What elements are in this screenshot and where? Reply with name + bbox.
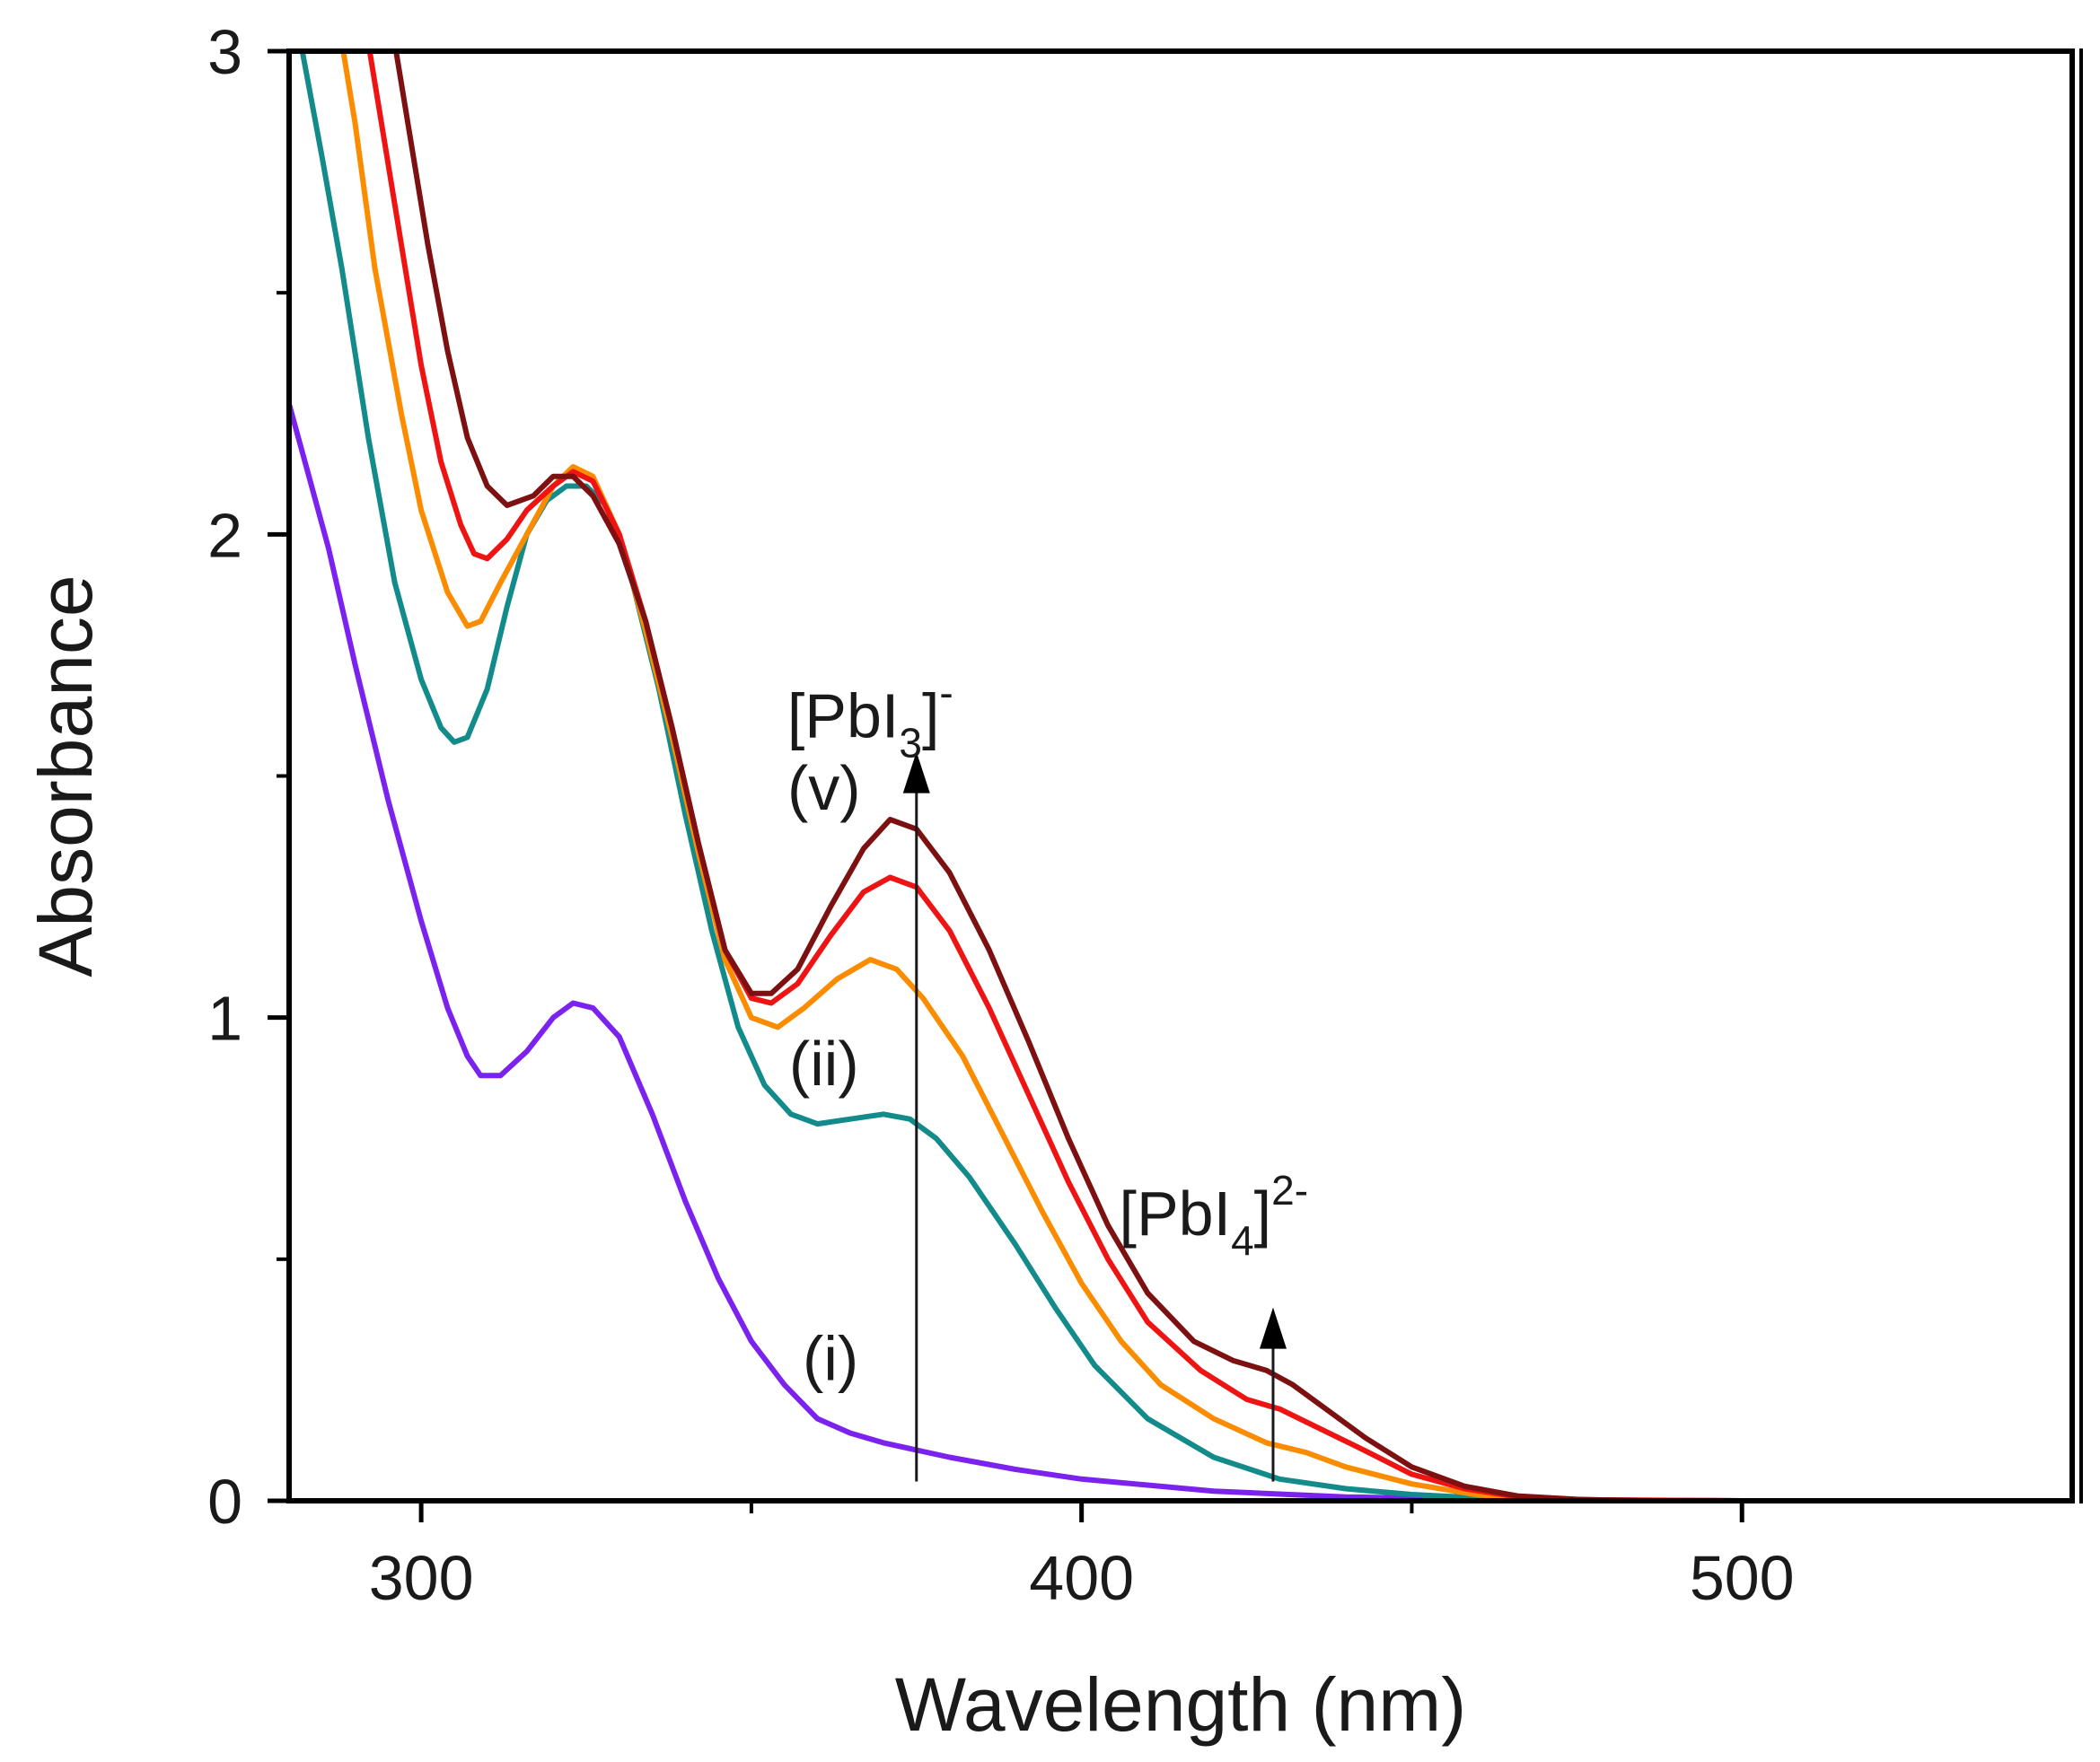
pbi3-label-subscript: 3 — [899, 719, 922, 766]
arrow-pbi4-head — [1259, 1307, 1287, 1349]
x-tick-label: 300 — [369, 1543, 474, 1613]
series-line-1 — [289, 401, 2072, 1501]
y-tick-label: 3 — [207, 17, 242, 87]
arrow-pbi3-head — [902, 751, 930, 793]
x-tick-label: 500 — [1690, 1543, 1795, 1613]
plot-border — [286, 48, 2075, 1503]
pbi4-label-superscript: 2- — [1271, 1167, 1308, 1214]
x-tick-label: 400 — [1029, 1543, 1134, 1613]
label-v: (v) — [787, 753, 861, 823]
axes-frame — [286, 48, 2083, 1503]
arrows-group — [902, 751, 1287, 1482]
ticks-group: 300 400 500 0 1 2 3 — [207, 17, 1795, 1613]
series-line-3 — [340, 51, 2072, 1501]
y-tick-label: 0 — [207, 1467, 242, 1537]
series-line-4 — [366, 51, 2072, 1501]
pbi4-label-subscript: 4 — [1231, 1217, 1254, 1264]
pbi4-label: [PbI4]2- — [1120, 1167, 1308, 1264]
pbi3-label-base: [PbI — [787, 680, 900, 750]
y-tick-label: 2 — [207, 500, 242, 570]
pbi3-label-bracket: ] — [922, 680, 939, 750]
series-line-5 — [393, 51, 2072, 1501]
x-axis-title: Wavelength (nm) — [895, 1662, 1466, 1747]
y-tick-label: 1 — [207, 984, 242, 1054]
annotations-group: [PbI3]-[PbI4]2-(v)(ii)(i) — [787, 669, 1308, 1393]
label-i: (i) — [803, 1323, 858, 1393]
series-line-2 — [299, 51, 2072, 1501]
pbi3-label-superscript: - — [939, 669, 953, 715]
y-axis-title: Absorbance — [23, 574, 108, 977]
label-ii: (ii) — [789, 1029, 859, 1099]
pbi4-label-base: [PbI — [1120, 1179, 1232, 1249]
pbi4-label-bracket: ] — [1254, 1179, 1271, 1249]
curves-group — [289, 51, 2072, 1501]
pbi3-label: [PbI3]- — [787, 669, 953, 766]
